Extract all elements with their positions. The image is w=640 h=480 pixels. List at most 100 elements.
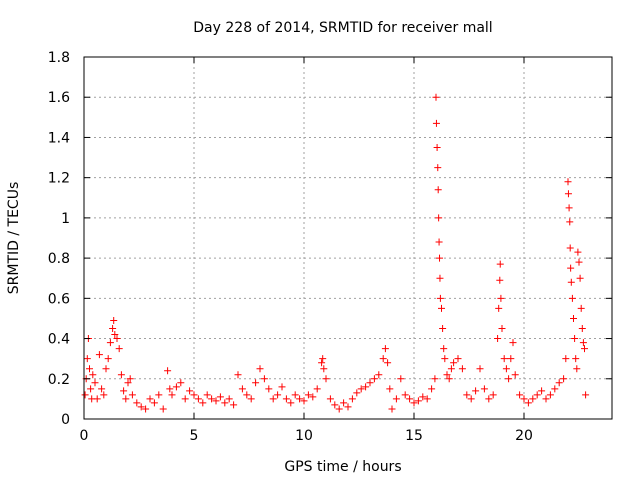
y-tick-label: 1.4 <box>48 130 70 146</box>
data-point <box>120 387 128 395</box>
data-point <box>282 395 290 403</box>
y-tick-label: 1.6 <box>48 90 70 106</box>
data-point <box>319 355 327 363</box>
y-tick-label: 0.8 <box>48 251 70 267</box>
data-point <box>155 391 163 399</box>
data-point <box>348 395 356 403</box>
data-point <box>434 164 442 172</box>
x-tick-label: 20 <box>515 428 533 444</box>
data-point <box>287 399 295 407</box>
data-point <box>243 391 251 399</box>
data-point <box>320 365 328 373</box>
data-point <box>370 375 378 383</box>
data-point <box>454 355 462 363</box>
data-point <box>124 379 132 387</box>
y-tick-label: 0.6 <box>48 291 70 307</box>
x-tick-label: 10 <box>295 428 313 444</box>
data-point <box>166 385 174 393</box>
data-point <box>177 379 185 387</box>
data-point <box>489 391 497 399</box>
y-tick-label: 0.4 <box>48 332 70 348</box>
data-point <box>344 403 352 411</box>
data-point <box>511 371 519 379</box>
data-point <box>260 375 268 383</box>
data-point <box>142 405 150 413</box>
data-point <box>111 331 119 339</box>
data-point <box>126 375 134 383</box>
chart-title: Day 228 of 2014, SRMTID for receiver mal… <box>193 20 492 36</box>
data-point <box>252 379 260 387</box>
data-point <box>104 355 112 363</box>
data-point <box>318 359 326 367</box>
data-point <box>384 359 392 367</box>
data-point <box>576 274 584 282</box>
data-point <box>106 339 114 347</box>
data-point <box>322 375 330 383</box>
data-point <box>542 395 550 403</box>
data-point <box>100 391 108 399</box>
data-point <box>406 395 414 403</box>
y-axis-label: SRMTID / TECUs <box>6 182 22 295</box>
data-point <box>435 238 443 246</box>
data-point <box>122 395 130 403</box>
data-point <box>95 351 103 359</box>
data-point <box>83 355 91 363</box>
data-point <box>230 401 238 409</box>
y-tick-label: 0.2 <box>48 372 70 388</box>
data-point <box>208 395 216 403</box>
data-point <box>574 248 582 256</box>
data-point <box>567 278 575 286</box>
y-tick-label: 1 <box>61 211 70 227</box>
data-point <box>579 339 587 347</box>
data-point <box>458 365 466 373</box>
data-point <box>436 294 444 302</box>
data-point <box>434 186 442 194</box>
x-axis-label: GPS time / hours <box>284 459 401 475</box>
data-point <box>89 371 97 379</box>
data-point <box>440 345 448 353</box>
data-point <box>247 395 255 403</box>
data-point <box>133 399 141 407</box>
data-point <box>98 385 106 393</box>
data-point <box>388 405 396 413</box>
data-point <box>212 397 220 405</box>
y-tick-label: 1.2 <box>48 171 70 187</box>
data-point <box>168 391 176 399</box>
data-point <box>495 304 503 312</box>
data-point <box>234 371 242 379</box>
data-point <box>445 375 453 383</box>
data-point <box>296 395 304 403</box>
data-point <box>146 395 154 403</box>
data-point <box>313 385 321 393</box>
data-point <box>567 264 575 272</box>
data-point <box>507 355 515 363</box>
data-point <box>571 335 579 343</box>
grid-lines <box>84 57 612 419</box>
data-point <box>225 395 233 403</box>
data-point <box>353 389 361 397</box>
data-point <box>497 294 505 302</box>
data-point <box>379 355 387 363</box>
data-point <box>433 144 441 151</box>
data-point <box>463 391 471 399</box>
data-point <box>564 178 572 186</box>
data-point <box>392 395 400 403</box>
axis-ticks: 0 5 10 15 20 0 0.2 0.4 0.6 0.8 1 1.2 1.4 1.6 1.8 <box>48 50 612 444</box>
data-points <box>81 93 590 413</box>
data-point <box>375 371 383 379</box>
data-point <box>423 395 431 403</box>
data-point <box>582 391 590 399</box>
data-point <box>172 383 180 391</box>
data-point <box>110 316 118 324</box>
data-point <box>439 325 447 332</box>
data-point <box>326 395 334 403</box>
data-point <box>581 345 588 353</box>
data-point <box>81 391 89 399</box>
data-point <box>194 395 202 403</box>
data-point <box>366 379 374 387</box>
data-point <box>441 355 449 363</box>
data-point <box>443 371 451 379</box>
data-point <box>538 387 546 395</box>
data-point <box>238 385 246 393</box>
